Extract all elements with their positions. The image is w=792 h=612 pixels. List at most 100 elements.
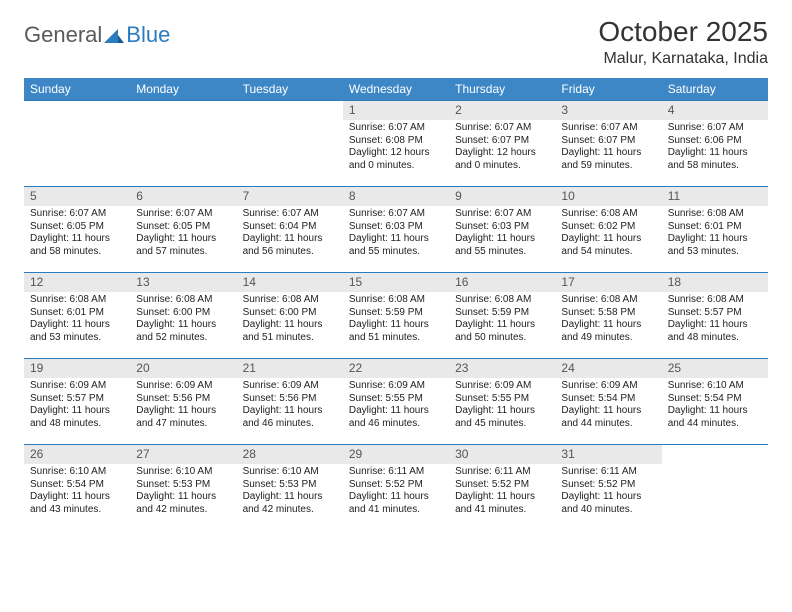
sunset-text: Sunset: 5:57 PM bbox=[668, 307, 762, 320]
day-cell: 13Sunrise: 6:08 AMSunset: 6:00 PMDayligh… bbox=[130, 273, 236, 359]
day-header: Sunday bbox=[24, 78, 130, 101]
day-number: 27 bbox=[130, 445, 236, 464]
daylight-text: Daylight: 11 hours and 53 minutes. bbox=[668, 233, 762, 258]
daylight-text: Daylight: 12 hours and 0 minutes. bbox=[349, 147, 443, 172]
day-cell: 11Sunrise: 6:08 AMSunset: 6:01 PMDayligh… bbox=[662, 187, 768, 273]
day-header: Saturday bbox=[662, 78, 768, 101]
day-number: 26 bbox=[24, 445, 130, 464]
day-number: 31 bbox=[555, 445, 661, 464]
day-cell: 15Sunrise: 6:08 AMSunset: 5:59 PMDayligh… bbox=[343, 273, 449, 359]
daylight-text: Daylight: 11 hours and 55 minutes. bbox=[349, 233, 443, 258]
day-cell: 27Sunrise: 6:10 AMSunset: 5:53 PMDayligh… bbox=[130, 445, 236, 531]
day-details: Sunrise: 6:07 AMSunset: 6:03 PMDaylight:… bbox=[449, 206, 555, 262]
daylight-text: Daylight: 11 hours and 46 minutes. bbox=[349, 405, 443, 430]
sunrise-text: Sunrise: 6:07 AM bbox=[455, 122, 549, 135]
day-cell: 28Sunrise: 6:10 AMSunset: 5:53 PMDayligh… bbox=[237, 445, 343, 531]
brand-part1: General bbox=[24, 22, 102, 48]
month-title: October 2025 bbox=[598, 16, 768, 48]
sunset-text: Sunset: 5:52 PM bbox=[561, 479, 655, 492]
day-number: 29 bbox=[343, 445, 449, 464]
sunrise-text: Sunrise: 6:08 AM bbox=[561, 294, 655, 307]
day-cell: 6Sunrise: 6:07 AMSunset: 6:05 PMDaylight… bbox=[130, 187, 236, 273]
day-header-row: SundayMondayTuesdayWednesdayThursdayFrid… bbox=[24, 78, 768, 101]
sunset-text: Sunset: 5:55 PM bbox=[455, 393, 549, 406]
day-number: 2 bbox=[449, 101, 555, 120]
day-number: 13 bbox=[130, 273, 236, 292]
day-details: Sunrise: 6:08 AMSunset: 6:01 PMDaylight:… bbox=[24, 292, 130, 348]
sunrise-text: Sunrise: 6:10 AM bbox=[30, 466, 124, 479]
day-details: Sunrise: 6:09 AMSunset: 5:57 PMDaylight:… bbox=[24, 378, 130, 434]
day-details: Sunrise: 6:07 AMSunset: 6:08 PMDaylight:… bbox=[343, 120, 449, 176]
day-number: 14 bbox=[237, 273, 343, 292]
day-number: 12 bbox=[24, 273, 130, 292]
sunrise-text: Sunrise: 6:08 AM bbox=[136, 294, 230, 307]
sunrise-text: Sunrise: 6:11 AM bbox=[455, 466, 549, 479]
sunrise-text: Sunrise: 6:07 AM bbox=[668, 122, 762, 135]
day-cell: 29Sunrise: 6:11 AMSunset: 5:52 PMDayligh… bbox=[343, 445, 449, 531]
sunset-text: Sunset: 6:03 PM bbox=[349, 221, 443, 234]
day-number: 19 bbox=[24, 359, 130, 378]
daylight-text: Daylight: 11 hours and 48 minutes. bbox=[30, 405, 124, 430]
day-details: Sunrise: 6:08 AMSunset: 6:00 PMDaylight:… bbox=[130, 292, 236, 348]
day-details: Sunrise: 6:07 AMSunset: 6:05 PMDaylight:… bbox=[24, 206, 130, 262]
day-number: 1 bbox=[343, 101, 449, 120]
sunset-text: Sunset: 5:59 PM bbox=[455, 307, 549, 320]
daylight-text: Daylight: 11 hours and 40 minutes. bbox=[561, 491, 655, 516]
day-cell: 2Sunrise: 6:07 AMSunset: 6:07 PMDaylight… bbox=[449, 101, 555, 187]
sunset-text: Sunset: 5:53 PM bbox=[136, 479, 230, 492]
day-cell: 4Sunrise: 6:07 AMSunset: 6:06 PMDaylight… bbox=[662, 101, 768, 187]
sunset-text: Sunset: 5:54 PM bbox=[668, 393, 762, 406]
day-details: Sunrise: 6:11 AMSunset: 5:52 PMDaylight:… bbox=[449, 464, 555, 520]
sunrise-text: Sunrise: 6:09 AM bbox=[349, 380, 443, 393]
day-details: Sunrise: 6:08 AMSunset: 5:59 PMDaylight:… bbox=[449, 292, 555, 348]
sunrise-text: Sunrise: 6:07 AM bbox=[349, 208, 443, 221]
calendar-body: 1Sunrise: 6:07 AMSunset: 6:08 PMDaylight… bbox=[24, 101, 768, 531]
sunset-text: Sunset: 5:58 PM bbox=[561, 307, 655, 320]
daylight-text: Daylight: 11 hours and 42 minutes. bbox=[243, 491, 337, 516]
daylight-text: Daylight: 11 hours and 43 minutes. bbox=[30, 491, 124, 516]
sunrise-text: Sunrise: 6:08 AM bbox=[668, 208, 762, 221]
sunrise-text: Sunrise: 6:07 AM bbox=[136, 208, 230, 221]
day-number: 4 bbox=[662, 101, 768, 120]
day-header: Thursday bbox=[449, 78, 555, 101]
day-details: Sunrise: 6:10 AMSunset: 5:54 PMDaylight:… bbox=[24, 464, 130, 520]
daylight-text: Daylight: 11 hours and 54 minutes. bbox=[561, 233, 655, 258]
day-number: 5 bbox=[24, 187, 130, 206]
sunrise-text: Sunrise: 6:08 AM bbox=[561, 208, 655, 221]
day-number: 16 bbox=[449, 273, 555, 292]
day-number: 21 bbox=[237, 359, 343, 378]
sunrise-text: Sunrise: 6:08 AM bbox=[349, 294, 443, 307]
day-number: 20 bbox=[130, 359, 236, 378]
sunrise-text: Sunrise: 6:09 AM bbox=[455, 380, 549, 393]
day-details: Sunrise: 6:09 AMSunset: 5:54 PMDaylight:… bbox=[555, 378, 661, 434]
sunset-text: Sunset: 6:06 PM bbox=[668, 135, 762, 148]
day-details: Sunrise: 6:10 AMSunset: 5:53 PMDaylight:… bbox=[237, 464, 343, 520]
sunset-text: Sunset: 5:57 PM bbox=[30, 393, 124, 406]
sunset-text: Sunset: 6:01 PM bbox=[30, 307, 124, 320]
day-cell: 31Sunrise: 6:11 AMSunset: 5:52 PMDayligh… bbox=[555, 445, 661, 531]
day-cell bbox=[662, 445, 768, 531]
sunset-text: Sunset: 6:03 PM bbox=[455, 221, 549, 234]
sunset-text: Sunset: 5:54 PM bbox=[561, 393, 655, 406]
sunrise-text: Sunrise: 6:09 AM bbox=[30, 380, 124, 393]
sunrise-text: Sunrise: 6:07 AM bbox=[349, 122, 443, 135]
sunset-text: Sunset: 6:00 PM bbox=[136, 307, 230, 320]
daylight-text: Daylight: 11 hours and 45 minutes. bbox=[455, 405, 549, 430]
sunrise-text: Sunrise: 6:11 AM bbox=[349, 466, 443, 479]
day-number: 11 bbox=[662, 187, 768, 206]
day-details: Sunrise: 6:09 AMSunset: 5:56 PMDaylight:… bbox=[130, 378, 236, 434]
day-details: Sunrise: 6:11 AMSunset: 5:52 PMDaylight:… bbox=[555, 464, 661, 520]
day-details: Sunrise: 6:10 AMSunset: 5:54 PMDaylight:… bbox=[662, 378, 768, 434]
daylight-text: Daylight: 11 hours and 47 minutes. bbox=[136, 405, 230, 430]
sunrise-text: Sunrise: 6:07 AM bbox=[455, 208, 549, 221]
daylight-text: Daylight: 11 hours and 56 minutes. bbox=[243, 233, 337, 258]
day-details: Sunrise: 6:08 AMSunset: 6:00 PMDaylight:… bbox=[237, 292, 343, 348]
day-details: Sunrise: 6:09 AMSunset: 5:55 PMDaylight:… bbox=[343, 378, 449, 434]
day-cell: 20Sunrise: 6:09 AMSunset: 5:56 PMDayligh… bbox=[130, 359, 236, 445]
day-details: Sunrise: 6:09 AMSunset: 5:56 PMDaylight:… bbox=[237, 378, 343, 434]
sunset-text: Sunset: 5:54 PM bbox=[30, 479, 124, 492]
daylight-text: Daylight: 11 hours and 44 minutes. bbox=[668, 405, 762, 430]
day-header: Wednesday bbox=[343, 78, 449, 101]
day-cell: 19Sunrise: 6:09 AMSunset: 5:57 PMDayligh… bbox=[24, 359, 130, 445]
sunrise-text: Sunrise: 6:10 AM bbox=[668, 380, 762, 393]
